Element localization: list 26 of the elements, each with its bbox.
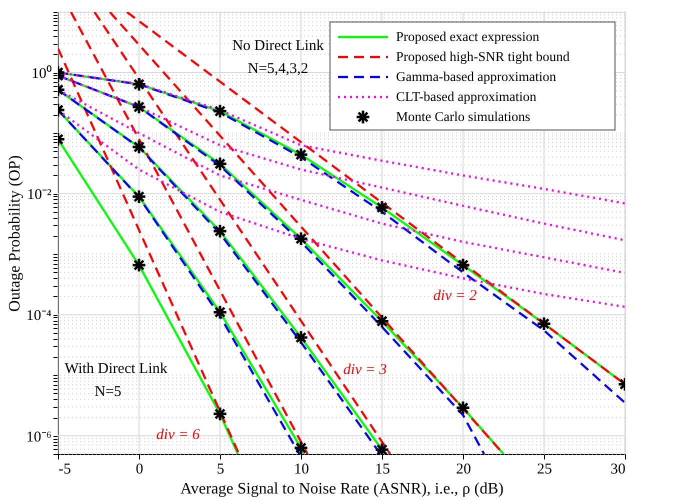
x-tick-label: 10 [294,462,309,478]
annotation: N=5 [94,384,122,400]
annotation: N=5,4,3,2 [248,61,308,77]
x-tick-label: 25 [537,462,552,478]
annotation: div = 3 [343,362,387,378]
x-tick-label: 5 [216,462,224,478]
annotation: No Direct Link [232,38,324,54]
legend-label: Monte Carlo simulations [396,109,530,124]
y-tick-label: 10⁻⁴ [26,308,52,324]
annotation: div = 6 [156,427,200,443]
annotation: With Direct Link [64,361,168,377]
legend-label: Proposed exact expression [396,29,540,44]
y-axis-title: Outage Probability (OP) [6,155,24,312]
y-tick-label: 10⁰ [32,65,52,82]
x-axis-title: Average Signal to Noise Rate (ASNR), i.e., ρ (dB) [180,480,504,498]
y-tick-label: 10⁻⁶ [26,429,52,446]
legend-label: CLT-based approximation [396,89,537,104]
legend-label: Proposed high-SNR tight bound [396,49,570,64]
y-tick-label: 10⁻² [27,187,52,204]
x-tick-label: -5 [58,462,71,478]
x-tick-label: 30 [610,462,626,478]
x-tick-label: 15 [375,462,390,478]
legend-label: Gamma-based approximation [396,69,556,84]
annotation: div = 2 [433,288,478,304]
x-tick-label: 0 [136,462,144,478]
x-tick-label: 20 [456,462,471,478]
